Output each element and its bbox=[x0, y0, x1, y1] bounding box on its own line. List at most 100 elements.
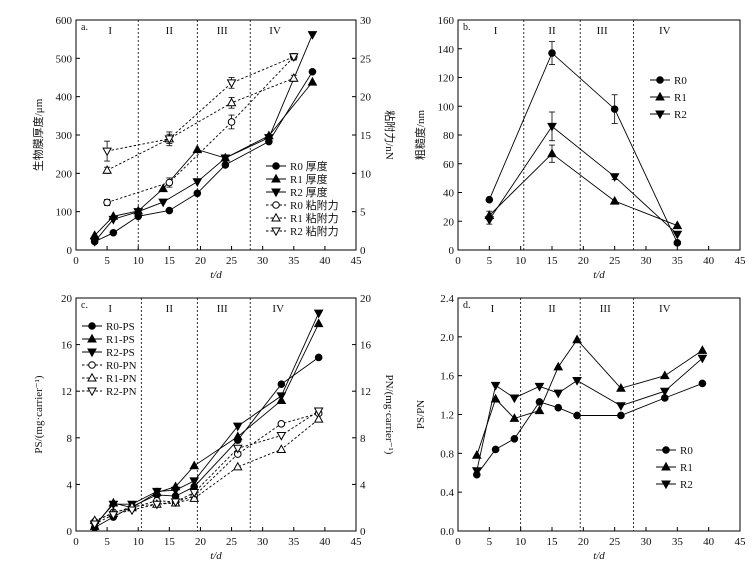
phase-label: I bbox=[494, 25, 498, 37]
data-point bbox=[697, 345, 708, 354]
data-point bbox=[307, 31, 318, 40]
x-tick-label: 20 bbox=[578, 536, 590, 548]
data-point bbox=[152, 500, 162, 510]
data-point bbox=[471, 467, 482, 477]
series-line bbox=[488, 125, 678, 235]
x-axis-label: t/d bbox=[593, 550, 605, 562]
y-axis-label: 粗糙度/nm bbox=[413, 110, 427, 161]
y-tick-label: 40 bbox=[443, 188, 455, 200]
data-point bbox=[220, 154, 231, 164]
legend-label: R2 厚度 bbox=[290, 185, 328, 199]
y2-tick-label: 30 bbox=[360, 15, 372, 27]
y-tick-label: 140 bbox=[438, 44, 455, 56]
legend-label: R1-PN bbox=[106, 373, 137, 385]
y-tick-label: 2.4 bbox=[440, 293, 454, 305]
data-point bbox=[276, 392, 287, 402]
x-tick-label: 45 bbox=[735, 536, 747, 548]
legend-label: R2 粘附力 bbox=[290, 224, 339, 238]
data-point bbox=[133, 208, 144, 217]
y-tick-label: 160 bbox=[438, 15, 455, 27]
y-tick-label: 20 bbox=[61, 293, 73, 305]
series-line bbox=[488, 153, 678, 227]
panel-label: c. bbox=[81, 300, 88, 311]
series-1 bbox=[90, 67, 317, 246]
legend-label: R0-PN bbox=[106, 360, 137, 372]
data-point bbox=[510, 434, 519, 443]
x-tick-label: 15 bbox=[164, 536, 176, 548]
data-point bbox=[547, 122, 557, 132]
chart-panel-c: I II III IVc.0 5 10 15 20 25 30 35 40 45t/d048121620… bbox=[33, 293, 395, 562]
y2-tick-label: 25 bbox=[360, 53, 372, 65]
y-tick-label: 0.8 bbox=[440, 448, 454, 460]
y2-axis-label: PN/(mg·carrier⁻¹) bbox=[383, 375, 395, 455]
data-point bbox=[697, 354, 708, 364]
y-axis-label: PS/PN bbox=[415, 400, 427, 429]
y-axis-label: 生物膜厚度/μm bbox=[31, 98, 45, 171]
y-tick-label: 500 bbox=[56, 53, 73, 65]
phase-label: II bbox=[166, 303, 174, 315]
y-tick-label: 0 bbox=[449, 245, 455, 257]
series-4 bbox=[103, 53, 298, 207]
y2-tick-label: 15 bbox=[360, 130, 372, 142]
phase-label: I bbox=[108, 25, 112, 37]
data-point bbox=[659, 387, 670, 397]
y-tick-label: 200 bbox=[56, 168, 73, 180]
data-point bbox=[288, 73, 299, 82]
y-tick-label: 12 bbox=[61, 386, 72, 398]
data-point bbox=[189, 489, 200, 498]
x-tick-label: 15 bbox=[164, 255, 176, 267]
x-tick-label: 35 bbox=[672, 536, 684, 548]
x-tick-label: 45 bbox=[735, 255, 747, 267]
data-point bbox=[307, 76, 318, 86]
x-tick-label: 5 bbox=[487, 536, 493, 548]
legend-marker bbox=[87, 333, 97, 343]
legend-label: R2-PS bbox=[106, 347, 135, 359]
x-tick-label: 15 bbox=[547, 255, 559, 267]
y-tick-label: 16 bbox=[61, 340, 73, 352]
y2-tick-label: 0 bbox=[360, 245, 366, 257]
y-tick-label: 0 bbox=[67, 245, 73, 257]
y-tick-label: 1.6 bbox=[440, 371, 454, 383]
series-line bbox=[488, 52, 678, 243]
data-point bbox=[165, 206, 174, 215]
x-tick-label: 0 bbox=[73, 536, 79, 548]
series-1 bbox=[485, 41, 682, 247]
series-line bbox=[107, 56, 294, 152]
y-tick-label: 100 bbox=[56, 207, 73, 219]
data-point bbox=[232, 422, 243, 432]
data-point bbox=[659, 370, 670, 380]
series-line bbox=[94, 418, 319, 521]
data-point bbox=[89, 520, 100, 530]
data-point bbox=[314, 353, 323, 362]
data-point bbox=[189, 477, 200, 487]
data-point bbox=[226, 97, 237, 107]
data-point bbox=[277, 380, 286, 389]
legend-label: R1 bbox=[680, 462, 693, 474]
series-line bbox=[94, 34, 313, 242]
phase-label: III bbox=[597, 25, 608, 37]
y-tick-label: 0 bbox=[67, 526, 73, 538]
legend-marker bbox=[661, 461, 671, 471]
x-tick-label: 35 bbox=[672, 255, 684, 267]
data-point bbox=[553, 389, 564, 399]
legend-marker bbox=[87, 348, 97, 358]
data-point bbox=[127, 506, 137, 516]
y-tick-label: 300 bbox=[56, 130, 73, 142]
y2-tick-label: 5 bbox=[360, 207, 366, 219]
x-axis-label: t/d bbox=[210, 269, 222, 281]
panel-label: a. bbox=[81, 22, 88, 33]
legend-marker bbox=[271, 188, 281, 198]
data-point bbox=[554, 403, 563, 412]
data-point bbox=[264, 134, 274, 143]
legend-label: R1 厚度 bbox=[290, 172, 328, 186]
plot-frame bbox=[457, 297, 741, 532]
x-tick-label: 40 bbox=[319, 536, 331, 548]
x-tick-label: 10 bbox=[515, 255, 527, 267]
data-point bbox=[471, 450, 482, 459]
legend: R0 R1 R2 bbox=[656, 445, 693, 491]
data-point bbox=[193, 189, 202, 198]
x-tick-label: 20 bbox=[578, 255, 590, 267]
data-point bbox=[170, 486, 181, 496]
